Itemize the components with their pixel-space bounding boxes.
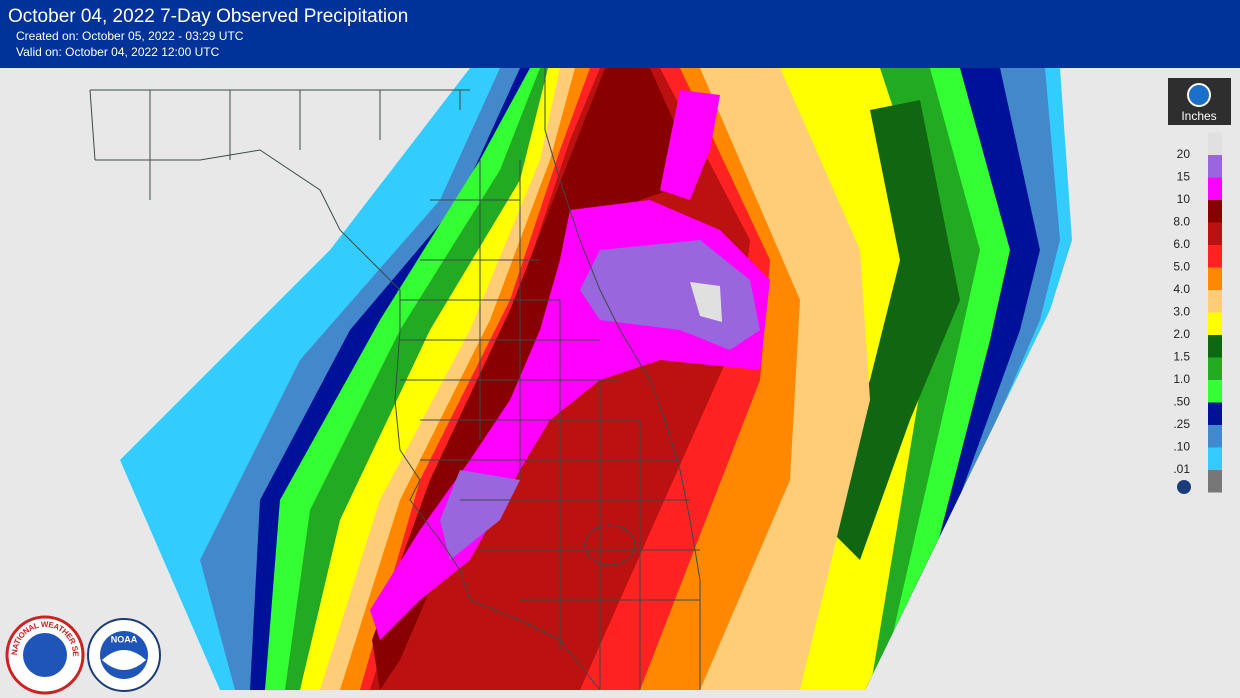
band-1000-patch [660, 90, 720, 200]
band-1500-patch [440, 470, 520, 560]
legend-swatch [1208, 470, 1222, 493]
legend-swatch [1208, 177, 1222, 200]
valid-date: Valid on: October 04, 2022 12:00 UTC [16, 45, 220, 59]
legend-swatch [1208, 357, 1222, 380]
legend-swatch [1208, 222, 1222, 245]
band-2000 [690, 282, 722, 322]
boundaries [89, 68, 701, 691]
header-bar [0, 0, 1240, 68]
legend-swatch [1208, 200, 1222, 223]
legend-swatch [1208, 267, 1222, 290]
legend-swatch [1208, 312, 1222, 335]
legend-label: 5.0 [1173, 260, 1190, 274]
legend: Inches 20 15 10 8.0 6.0 5.0 4.0 3.0 2.0 1.5 1.0 .50… [1168, 78, 1231, 494]
legend-label: 2.0 [1173, 327, 1190, 341]
legend-label: 4.0 [1173, 282, 1190, 296]
legend-label: 6.0 [1173, 237, 1190, 251]
legend-label: .01 [1173, 462, 1190, 476]
legend-swatch [1208, 335, 1222, 358]
noaa-text: NOAA [111, 634, 138, 644]
legend-unit: Inches [1181, 109, 1216, 123]
legend-label: .10 [1173, 440, 1190, 454]
legend-label: .25 [1173, 417, 1190, 431]
noaa-logo: NOAA [87, 618, 161, 692]
legend-swatch [1208, 132, 1222, 155]
noaa-gull [102, 650, 146, 670]
legend-label: 8.0 [1173, 215, 1190, 229]
legend-swatch [1208, 245, 1222, 268]
help-button[interactable] [1177, 480, 1191, 494]
legend-label: 15 [1177, 170, 1191, 184]
legend-swatch [1208, 447, 1222, 470]
legend-label: .50 [1173, 395, 1190, 409]
legend-swatch [1208, 155, 1222, 178]
band-1500 [580, 240, 760, 350]
noaa-icon [1187, 83, 1211, 107]
legend-label: 20 [1177, 147, 1191, 161]
legend-label: 10 [1177, 192, 1191, 206]
legend-swatch [1208, 290, 1222, 313]
legend-swatch [1208, 425, 1222, 448]
precip-field [120, 68, 1072, 690]
legend-label: 1.5 [1173, 350, 1190, 364]
legend-swatch [1208, 402, 1222, 425]
title: October 04, 2022 7-Day Observed Precipit… [8, 6, 408, 27]
legend-label: 1.0 [1173, 372, 1190, 386]
created-date: Created on: October 05, 2022 - 03:29 UTC [16, 29, 244, 43]
legend-label: 3.0 [1173, 305, 1190, 319]
legend-swatch [1208, 380, 1222, 403]
nws-center [23, 633, 67, 677]
